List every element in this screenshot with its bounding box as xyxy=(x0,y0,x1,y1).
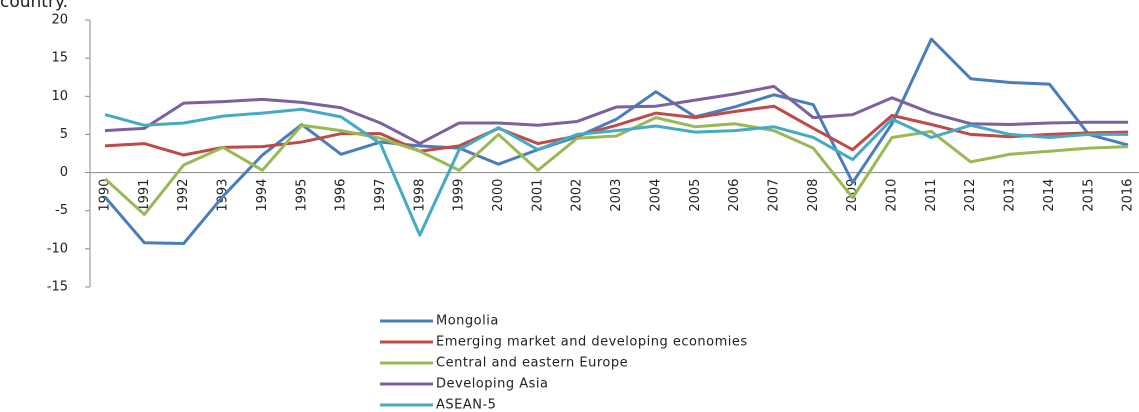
x-tick-label: 2016 xyxy=(1121,179,1136,212)
x-tick-label: 2008 xyxy=(806,179,821,212)
x-tick-label: 1991 xyxy=(137,179,152,212)
y-tick-label: -10 xyxy=(47,241,68,256)
x-tick-label: 2004 xyxy=(648,179,663,212)
x-tick-label: 2005 xyxy=(688,179,703,212)
x-tick-label: 2001 xyxy=(530,179,545,212)
line-series xyxy=(104,104,1129,157)
x-tick-label: 1995 xyxy=(294,179,309,212)
legend-label: ASEAN-5 xyxy=(436,398,496,412)
x-tick-label: 2012 xyxy=(963,179,978,212)
y-tick-label: -15 xyxy=(47,280,68,295)
line-series xyxy=(104,84,1129,146)
line-series xyxy=(104,107,1129,237)
y-tick-label: 10 xyxy=(51,89,68,104)
legend-label: Developing Asia xyxy=(436,377,549,392)
x-tick-label: 2002 xyxy=(570,179,585,212)
x-tick-label: 2013 xyxy=(1003,179,1018,212)
x-tick-label: 1996 xyxy=(334,179,349,212)
legend-label: Emerging market and developing economies xyxy=(436,335,748,350)
x-tick-label: 2011 xyxy=(924,179,939,212)
x-tick-label: 2010 xyxy=(885,179,900,212)
x-tick-label: 2015 xyxy=(1081,179,1096,212)
x-tick-label: 1994 xyxy=(255,179,270,212)
line-series xyxy=(103,116,1129,217)
x-tick-label: 2007 xyxy=(766,179,781,212)
x-tick-label: 2006 xyxy=(727,179,742,212)
y-tick-label: 20 xyxy=(51,13,68,28)
legend-label: Central and eastern Europe xyxy=(436,356,628,371)
x-tick-label: 2000 xyxy=(491,179,506,212)
x-tick-label: 1997 xyxy=(373,179,388,212)
y-tick-label: 15 xyxy=(51,51,68,66)
y-tick-label: -5 xyxy=(55,203,68,218)
x-tick-label: 2003 xyxy=(609,179,624,212)
x-tick-label: 1998 xyxy=(412,179,427,212)
x-tick-label: 2014 xyxy=(1042,179,1057,212)
x-tick-label: 1999 xyxy=(452,179,467,212)
y-tick-label: 5 xyxy=(60,127,68,142)
legend-label: Mongolia xyxy=(436,314,499,329)
x-tick-label: 1992 xyxy=(176,179,191,212)
caption: country. xyxy=(0,0,68,12)
y-tick-label: 0 xyxy=(60,165,68,180)
line-series xyxy=(103,37,1129,246)
